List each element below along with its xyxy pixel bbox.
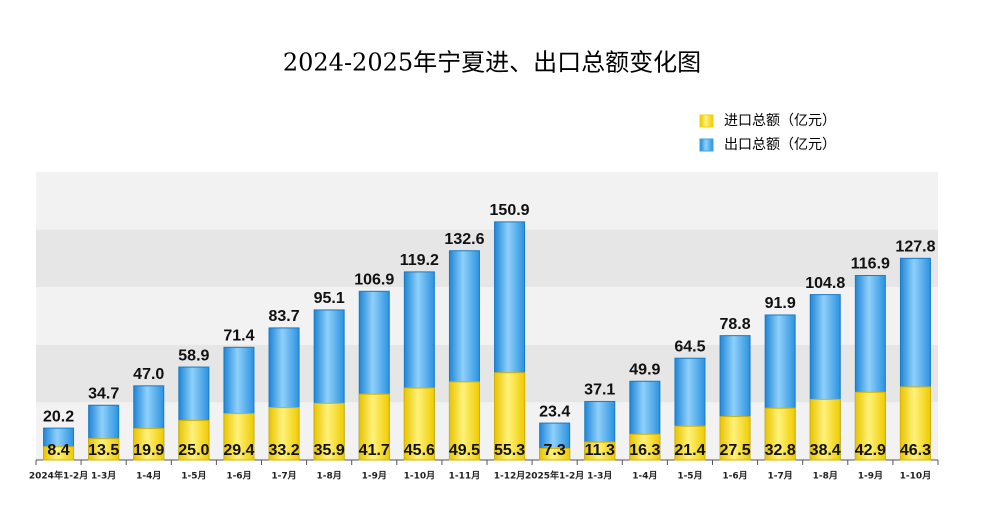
- bar: [223, 413, 255, 461]
- bar: [494, 372, 526, 461]
- data-label: 106.9: [354, 272, 394, 289]
- bar: [854, 391, 886, 461]
- bar: [629, 433, 661, 461]
- bar: [313, 402, 345, 461]
- x-tick-label: 1-11月: [449, 471, 481, 482]
- data-label: 11.3: [585, 442, 615, 459]
- data-label: 116.9: [851, 256, 890, 273]
- data-label: 64.5: [674, 338, 705, 355]
- data-label: 38.4: [810, 442, 841, 459]
- x-tick-label: 1-8月: [813, 471, 838, 482]
- data-label: 41.7: [359, 442, 390, 459]
- x-tick-label: 1-9月: [858, 471, 883, 482]
- x-tick-label: 2024年1-2月: [29, 470, 88, 482]
- data-label: 23.4: [539, 403, 570, 420]
- data-label: 34.7: [88, 385, 119, 402]
- data-label: 42.9: [855, 442, 886, 459]
- data-label: 25.0: [178, 442, 209, 459]
- bar: [133, 428, 165, 461]
- bar: [448, 381, 480, 461]
- x-tick-label: 2025年1-2月: [525, 470, 584, 482]
- data-label: 49.9: [629, 361, 660, 378]
- data-label: 55.3: [494, 442, 525, 459]
- data-label: 46.3: [900, 442, 931, 459]
- bar: [178, 420, 210, 461]
- data-label: 21.4: [674, 442, 705, 459]
- data-label: 119.2: [400, 252, 439, 269]
- data-label: 132.6: [444, 231, 484, 248]
- data-label: 58.9: [178, 347, 209, 364]
- data-label: 45.6: [404, 442, 435, 459]
- data-label: 83.7: [268, 308, 299, 325]
- data-label: 29.4: [223, 442, 254, 459]
- plot-band: [36, 287, 938, 345]
- bar: [358, 393, 390, 461]
- bar: [43, 446, 75, 461]
- x-tick-label: 1-6月: [226, 471, 251, 482]
- data-label: 20.2: [43, 408, 74, 425]
- x-tick-label: 1-7月: [768, 471, 793, 482]
- data-label: 7.3: [544, 442, 566, 459]
- data-label: 104.8: [805, 275, 845, 292]
- x-tick-label: 1-3月: [91, 471, 116, 482]
- x-tick-label: 1-5月: [181, 471, 206, 482]
- bar: [719, 416, 751, 461]
- data-label: 91.9: [765, 295, 796, 312]
- data-label: 78.8: [719, 316, 750, 333]
- x-tick-label: 1-10月: [404, 471, 436, 482]
- bar: [764, 407, 796, 461]
- x-tick-label: 1-10月: [900, 471, 932, 482]
- x-tick-label: 1-12月: [494, 471, 526, 482]
- x-tick-label: 1-9月: [362, 471, 387, 482]
- data-label: 32.8: [765, 442, 796, 459]
- data-label: 16.3: [629, 442, 660, 459]
- bar: [809, 398, 841, 461]
- data-label: 95.1: [314, 290, 345, 307]
- bar: [674, 425, 706, 461]
- x-tick-label: 1-8月: [317, 471, 342, 482]
- plot-band: [36, 172, 938, 230]
- x-tick-label: 1-5月: [677, 471, 702, 482]
- data-label: 47.0: [133, 366, 164, 383]
- legend-swatch: [699, 138, 714, 152]
- bar: [584, 441, 616, 461]
- x-tick-label: 1-4月: [632, 471, 657, 482]
- x-tick-label: 1-6月: [722, 471, 747, 482]
- data-label: 19.9: [133, 442, 164, 459]
- data-label: 35.9: [314, 442, 345, 459]
- bar: [268, 407, 300, 461]
- data-label: 13.5: [88, 442, 119, 459]
- plot-band: [36, 402, 938, 460]
- legend-swatch: [699, 114, 714, 128]
- plot-band: [36, 229, 938, 288]
- data-label: 37.1: [584, 382, 615, 399]
- data-label: 8.4: [47, 442, 69, 459]
- bar: [88, 438, 120, 461]
- legend-label: 进口总额（亿元）: [724, 113, 836, 129]
- x-tick-label: 1-3月: [587, 471, 612, 482]
- data-label: 49.5: [449, 442, 480, 459]
- legend-label: 出口总额（亿元）: [724, 137, 836, 153]
- data-label: 33.2: [268, 442, 299, 459]
- chart-title: 2024-2025年宁夏进、出口总额变化图: [283, 49, 701, 77]
- x-tick-label: 1-4月: [136, 471, 161, 482]
- bar: [539, 447, 571, 461]
- data-label: 71.4: [223, 328, 254, 345]
- data-label: 127.8: [895, 239, 935, 256]
- bar: [899, 386, 931, 461]
- x-tick-label: 1-7月: [271, 471, 296, 482]
- plot-band: [36, 344, 938, 403]
- data-label: 27.5: [719, 442, 750, 459]
- data-label: 150.9: [490, 202, 530, 219]
- bar: [403, 387, 435, 461]
